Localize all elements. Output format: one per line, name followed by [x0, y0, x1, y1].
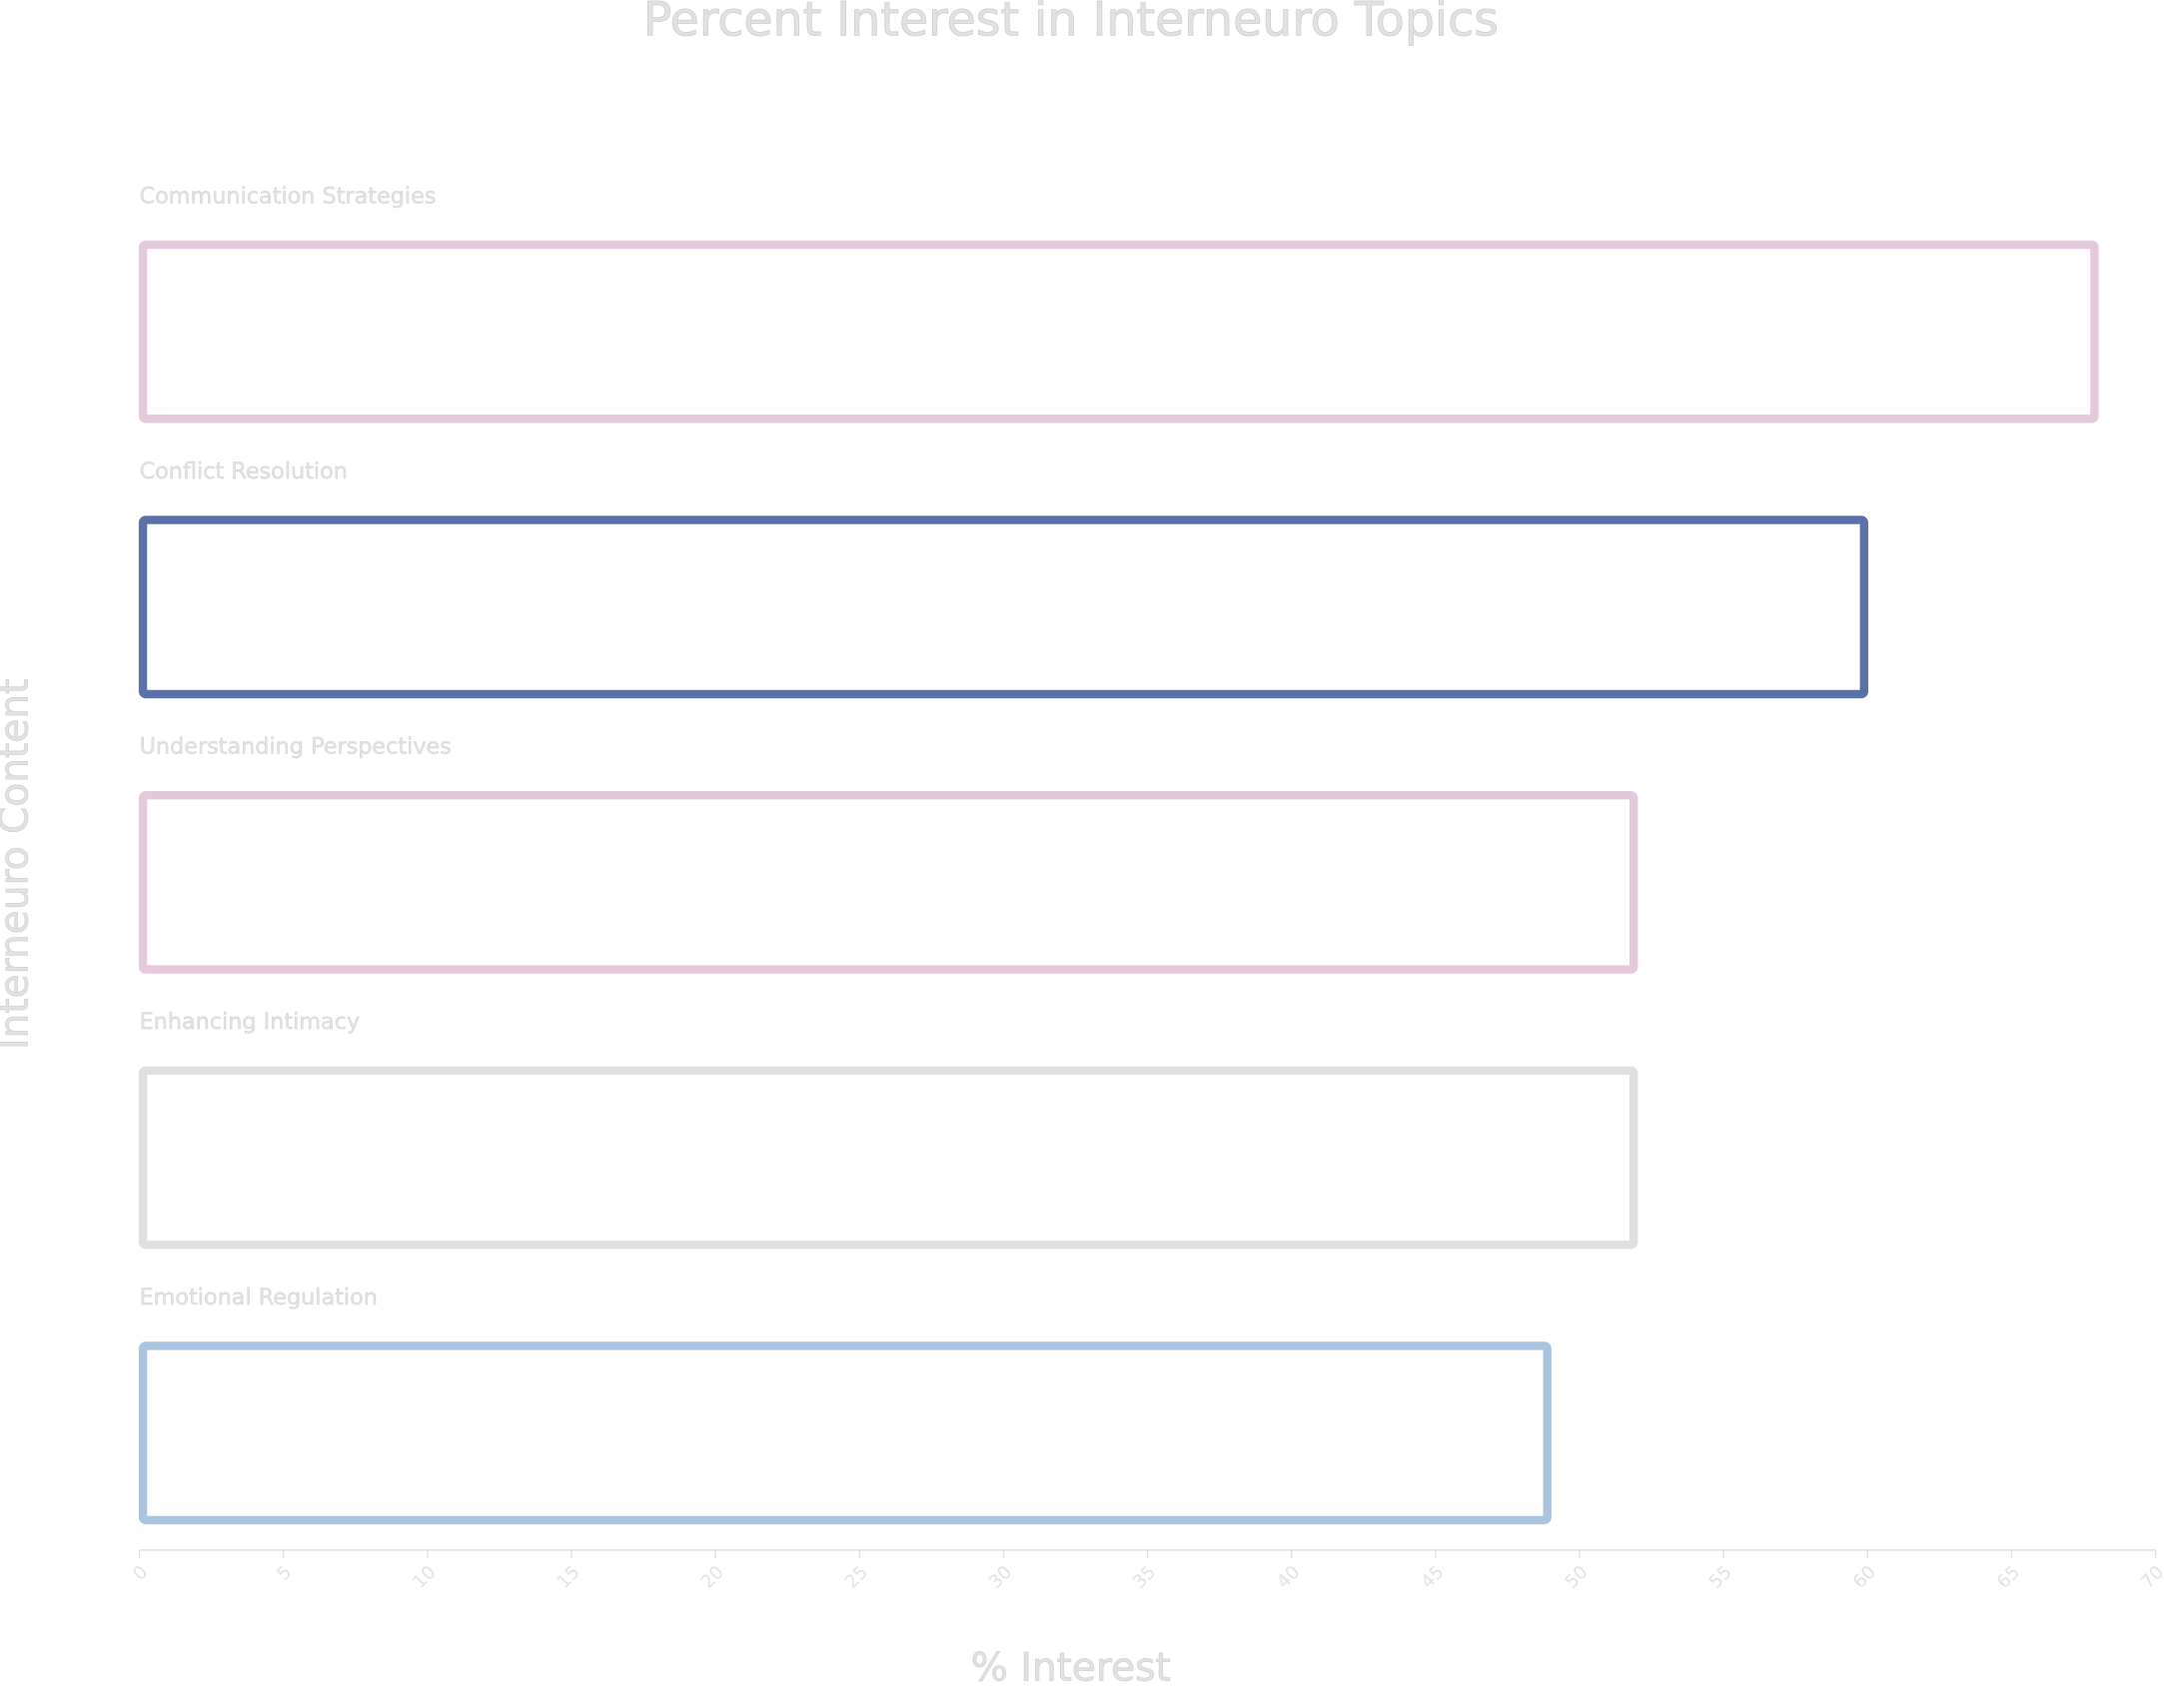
x-tick-label: 40 [1273, 1562, 1304, 1593]
bar [138, 1066, 1638, 1250]
x-tick-label: 50 [1562, 1562, 1593, 1593]
x-tick-label: 65 [1993, 1562, 2024, 1593]
x-tick-label: 25 [841, 1562, 872, 1593]
bar [138, 515, 1869, 699]
category-label: Understanding Perspectives [140, 734, 452, 760]
x-tick-label: 10 [409, 1562, 440, 1593]
bar [138, 790, 1638, 974]
x-tick-label: 70 [2137, 1562, 2164, 1593]
category-label: Emotional Regulation [140, 1284, 378, 1310]
x-tick-label: 15 [553, 1562, 584, 1593]
x-tick-label: 60 [1849, 1562, 1880, 1593]
category-label: Enhancing Intimacy [140, 1009, 361, 1035]
bar [138, 1341, 1552, 1525]
category-label: Communication Strategies [140, 183, 437, 209]
x-axis-title: % Interest [971, 1645, 1171, 1690]
category-label: Conflict Resolution [140, 458, 348, 484]
x-tick-label: 30 [985, 1562, 1016, 1593]
chart-title: Percent Interest in Interneuro Topics [643, 0, 1499, 47]
y-axis-title: Interneuro Content [0, 679, 37, 1050]
x-tick-label: 45 [1417, 1562, 1448, 1593]
x-tick-label: 0 [129, 1562, 152, 1585]
x-tick-label: 20 [697, 1562, 728, 1593]
x-tick-label: 55 [1705, 1562, 1736, 1593]
x-tick-label: 5 [273, 1562, 296, 1585]
x-tick-label: 35 [1129, 1562, 1160, 1593]
bar [138, 240, 2099, 424]
